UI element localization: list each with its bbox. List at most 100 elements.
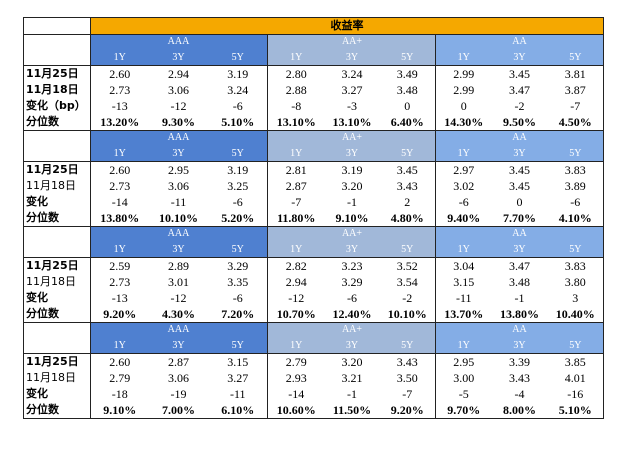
tenor-label: 5Y [208, 146, 268, 162]
section-name: 企业债 [23, 146, 91, 162]
value-cell: -7 [267, 194, 325, 210]
rating-group-cell [379, 322, 436, 338]
value-cell: 3.85 [547, 353, 605, 370]
value-cell: -14 [90, 194, 149, 210]
row-label: 分位数 [23, 114, 91, 131]
value-cell: 12.40% [324, 306, 380, 323]
rating-group-cell [90, 130, 149, 146]
rating-group-cell [379, 130, 436, 146]
rating-group-cell [547, 226, 605, 242]
tenor-label: 1Y [267, 50, 325, 66]
value-cell: 13.80% [90, 210, 149, 227]
rating-group-cell [435, 34, 492, 50]
value-cell: 10.10% [148, 210, 209, 227]
value-cell: 2.82 [267, 257, 325, 274]
value-cell: 3.45 [491, 161, 548, 178]
tenor-label: 1Y [267, 338, 325, 354]
value-cell: 3.52 [379, 257, 436, 274]
tenor-label: 1Y [90, 146, 149, 162]
value-cell: 3.43 [509, 371, 530, 385]
tenor-label: 1Y [267, 146, 325, 162]
value-cell: 4.30% [148, 306, 209, 323]
value-cell: 3.47 [509, 83, 530, 97]
tenor-label: 5Y [379, 338, 436, 354]
value-cell: 11.80% [267, 210, 325, 227]
value-cell: 3.83 [547, 161, 605, 178]
value-cell: 4.01 [547, 370, 605, 386]
rating-group-cell [208, 34, 268, 50]
rating-group-cell [267, 226, 325, 242]
tenor-label: 5Y [547, 146, 605, 162]
rating-group-cell [435, 322, 492, 338]
value-cell: 3.50 [396, 371, 418, 385]
value-cell: 2.94 [148, 65, 209, 82]
value-cell: 3.04 [435, 257, 492, 274]
value-cell: 6.40% [379, 114, 436, 131]
value-cell: -6 [347, 291, 357, 305]
table-row: 变化 -18 -19 -11 -14 -1 -7 -5 -4 -16 [23, 386, 605, 402]
tenor-label: 1Y [435, 338, 492, 354]
table-row: 变化 -14 -11 -6 -7 -1 2 -6 0 -6 [23, 194, 605, 210]
value-cell: 3.89 [547, 178, 605, 194]
row-label: 11月25日 [23, 353, 91, 370]
tenor-header-row: 企业债 1Y 3Y 5Y 1Y 3Y 5Y 1Y 3Y 5Y [23, 146, 605, 162]
value-cell: 2.93 [267, 370, 325, 386]
value-cell: 0 [404, 99, 411, 113]
value-cell: -12 [170, 99, 187, 113]
value-cell: 3.01 [168, 275, 189, 289]
value-cell: 11.50% [324, 402, 380, 419]
tenor-label: 3Y [491, 242, 548, 258]
tenor-label: 3Y [324, 242, 380, 258]
value-cell: 3.45 [379, 161, 436, 178]
header-blank [23, 322, 91, 338]
corner-cell [23, 17, 91, 35]
group-header-row: AAA AA+ AA [23, 226, 605, 242]
value-cell: 3.06 [168, 371, 189, 385]
percentile-row: 分位数 13.80% 10.10% 5.20% 11.80% 9.10% 4.80% 9.40… [23, 210, 605, 227]
value-cell: 3.24 [324, 65, 380, 82]
rating-group-label: AA [491, 130, 548, 146]
row-label: 11月25日 [23, 257, 91, 274]
rating-group-cell [90, 322, 149, 338]
value-cell: 3.24 [227, 83, 249, 97]
rating-group-label: AA+ [324, 226, 380, 242]
value-cell: 3.19 [208, 65, 268, 82]
tenor-label: 3Y [491, 50, 548, 66]
value-cell: 2.81 [267, 161, 325, 178]
value-cell: 3.25 [227, 179, 249, 193]
value-cell: 3.15 [435, 274, 492, 290]
table-row: 11月18日 2.79 3.06 3.27 2.93 3.21 3.50 3.00 3.43 4.… [23, 370, 605, 386]
value-cell: 9.40% [435, 210, 492, 227]
table-row: 变化 -13 -12 -6 -12 -6 -2 -11 -1 3 [23, 290, 605, 306]
value-cell: 2.73 [90, 274, 149, 290]
value-cell: 2.73 [90, 82, 149, 98]
rating-group-cell [547, 130, 605, 146]
value-cell: 13.80% [491, 306, 548, 323]
tenor-label: 3Y [324, 50, 380, 66]
tenor-label: 3Y [324, 338, 380, 354]
value-cell: 9.10% [90, 402, 149, 419]
value-cell: 5.20% [208, 210, 268, 227]
group-header-row: AAA AA+ AA [23, 34, 605, 50]
value-cell: -1 [514, 291, 525, 305]
value-cell: 3.29 [208, 257, 268, 274]
rating-group-label: AAA [148, 130, 209, 146]
value-cell: 2.73 [90, 178, 149, 194]
value-cell: 3.35 [227, 275, 249, 289]
tenor-label: 1Y [267, 242, 325, 258]
rating-group-label: AA+ [324, 322, 380, 338]
tenor-label: 1Y [90, 242, 149, 258]
title-row: 收益率 [23, 17, 605, 35]
percentile-row: 分位数 9.20% 4.30% 7.20% 10.70% 12.40% 10.10% 13.7… [23, 306, 605, 323]
row-label: 11月18日 [23, 370, 91, 386]
value-cell: -11 [170, 195, 187, 209]
value-cell: 3.00 [435, 370, 492, 386]
value-cell: 9.20% [90, 306, 149, 323]
value-cell: -3 [347, 99, 357, 113]
tenor-label: 5Y [379, 146, 436, 162]
tenor-label: 1Y [435, 50, 492, 66]
value-cell: 2.87 [267, 178, 325, 194]
rating-group-label: AAA [148, 34, 209, 50]
value-cell: 2 [404, 195, 411, 209]
value-cell: 2.97 [435, 161, 492, 178]
